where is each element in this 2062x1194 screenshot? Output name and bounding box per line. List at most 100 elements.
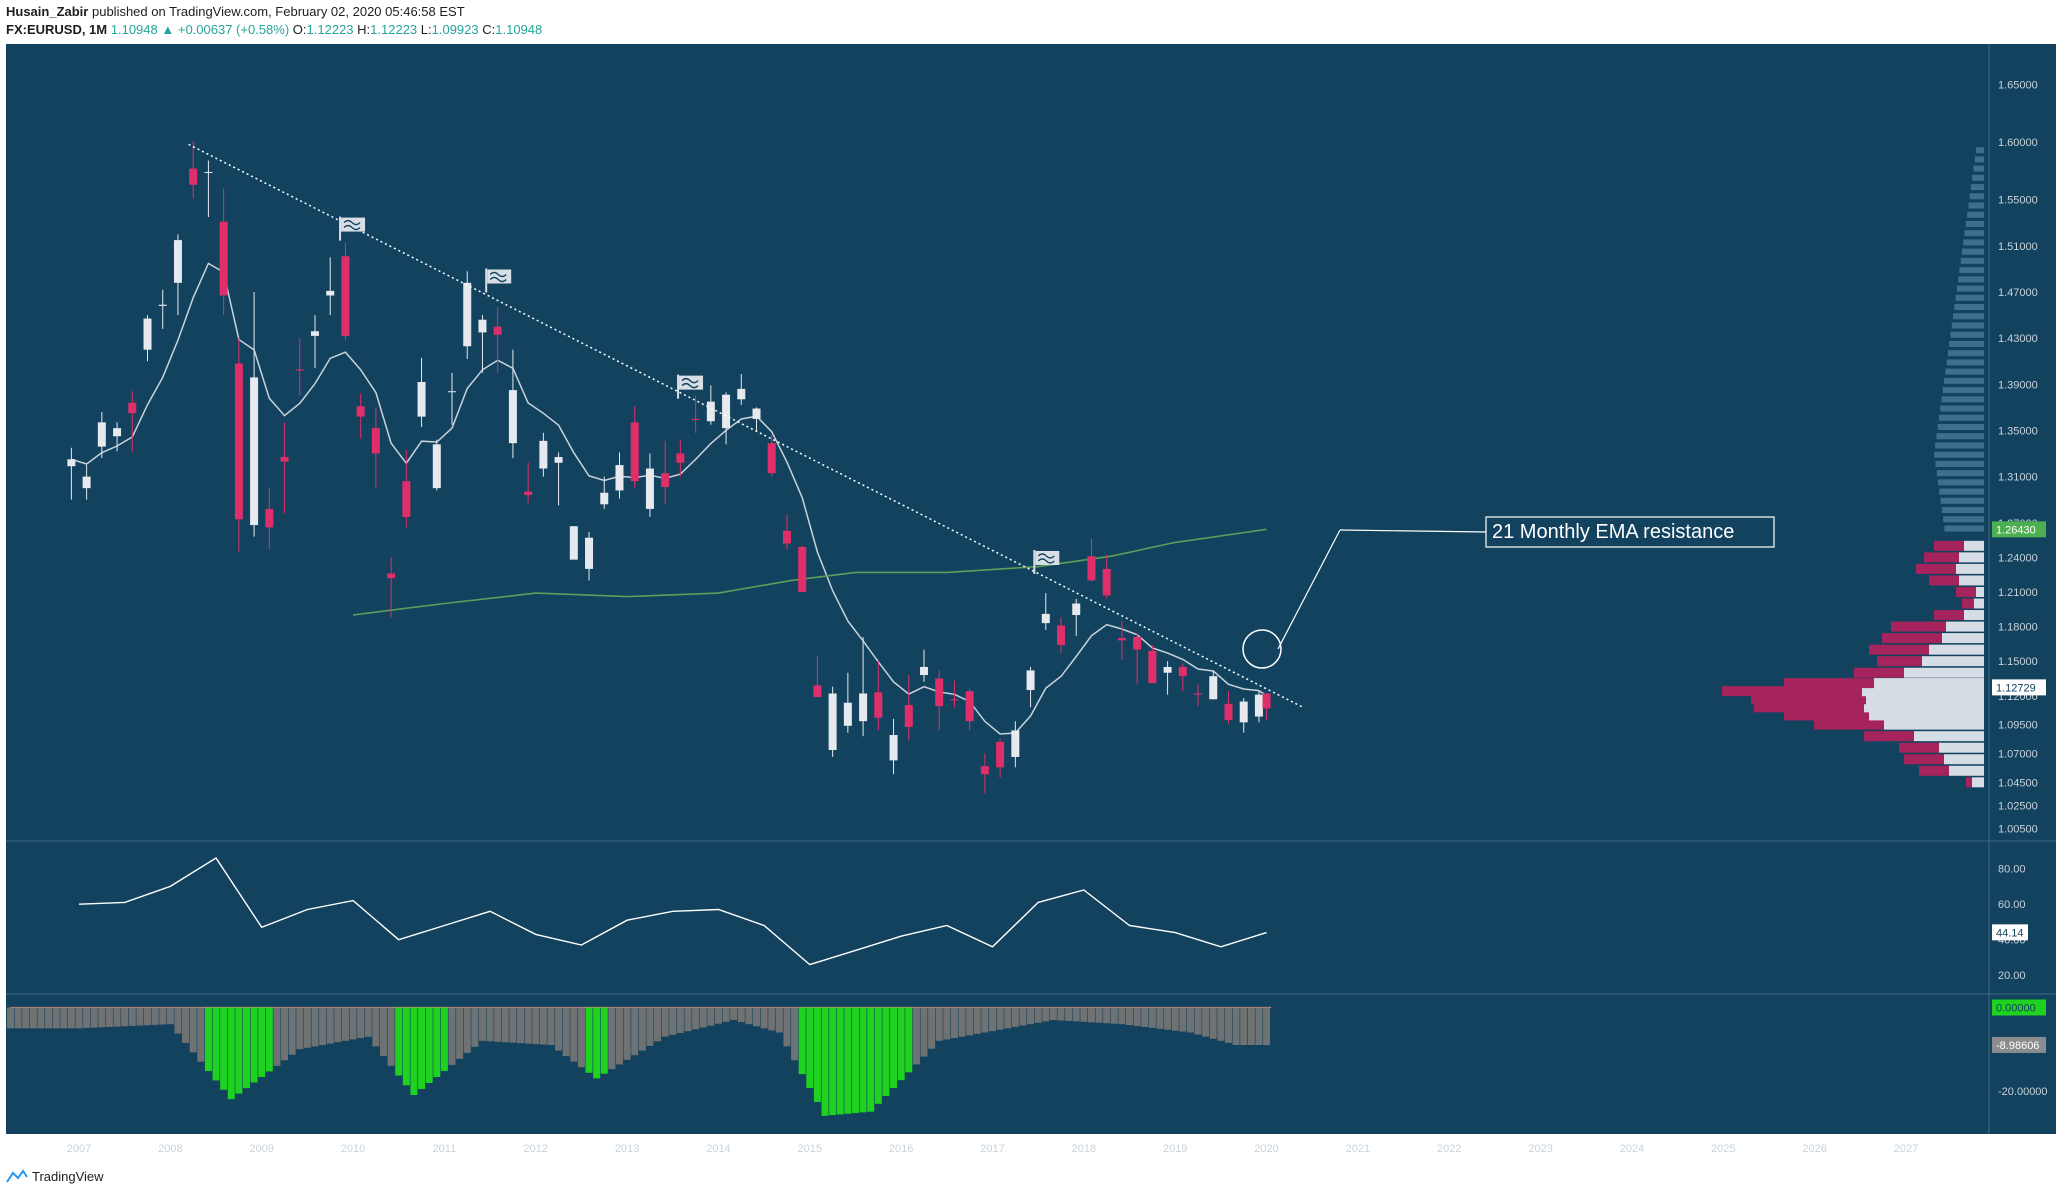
candle-body — [859, 693, 868, 722]
osc-bar — [722, 1007, 730, 1022]
osc-bar — [1004, 1007, 1012, 1029]
candle-body — [828, 693, 837, 751]
osc-bar — [1186, 1007, 1194, 1033]
volume-profile-down-bar — [1962, 598, 1974, 609]
low-label: L: — [420, 22, 432, 37]
price-tick-label: 1.18000 — [1998, 622, 2038, 634]
osc-bar — [303, 1007, 311, 1048]
rsi-tick-label: 60.00 — [1998, 899, 2026, 911]
osc-bar — [1194, 1007, 1202, 1035]
osc-bar — [128, 1007, 136, 1026]
volume-profile-down-bar — [1754, 702, 1864, 713]
osc-bar — [577, 1007, 585, 1068]
candle-body — [67, 459, 76, 467]
flag-icon[interactable] — [1033, 549, 1060, 574]
osc-bar — [547, 1007, 555, 1045]
osc-bar — [380, 1007, 387, 1057]
volume-profile-faded-bar — [1935, 442, 1984, 449]
osc-bar — [22, 1007, 30, 1029]
volume-profile-down-bar — [1784, 710, 1869, 721]
volume-profile-up-bar — [1942, 633, 1984, 644]
candle-body — [204, 172, 213, 174]
oscillator-pane — [6, 1006, 1272, 1116]
osc-bar — [1057, 1007, 1065, 1021]
osc-bar — [897, 1007, 905, 1081]
price-tick-label: 1.02500 — [1998, 800, 2038, 812]
osc-bar — [509, 1007, 517, 1043]
volume-profile-up-bar — [1904, 667, 1984, 678]
osc-bar — [341, 1007, 349, 1041]
volume-profile-faded-bar — [1967, 211, 1984, 218]
annotation-box[interactable] — [1485, 516, 1775, 548]
flag-icon[interactable] — [485, 268, 512, 293]
osc-bar — [395, 1007, 403, 1076]
osc-bar — [1141, 1007, 1149, 1027]
candle-body — [661, 473, 670, 487]
osc-bar — [775, 1007, 783, 1033]
candle-body — [250, 377, 259, 526]
volume-profile-faded-bar — [1944, 377, 1984, 384]
candle-body — [341, 256, 350, 336]
candle-body — [935, 678, 944, 707]
volume-profile-faded-bar — [1964, 230, 1984, 237]
osc-bar — [745, 1007, 753, 1025]
flag-icon[interactable] — [677, 374, 704, 399]
rsi-pane — [78, 857, 1267, 966]
candle-body — [234, 363, 243, 520]
volume-profile-down-bar — [1899, 742, 1939, 753]
footer-brand[interactable]: TradingView — [32, 1168, 104, 1184]
candle-body — [295, 369, 304, 371]
volume-profile-down-bar — [1891, 621, 1946, 632]
chart-canvas[interactable]: 21 Monthly EMA resistance 1.65000 1.60000… — [0, 40, 2062, 1160]
osc-bar — [501, 1007, 509, 1043]
osc-bar — [806, 1007, 814, 1089]
osc-bar — [1171, 1007, 1179, 1031]
tradingview-logo-icon — [6, 1169, 28, 1183]
volume-profile-up-bar — [1939, 742, 1984, 753]
volume-profile-faded-bar — [1973, 165, 1984, 172]
year-tick-label: 2022 — [1437, 1143, 1461, 1155]
osc-bar — [182, 1007, 190, 1043]
candle-body — [569, 526, 578, 560]
osc-bar — [836, 1007, 844, 1115]
candle-body — [1178, 666, 1187, 677]
candle-body — [904, 705, 913, 727]
chart-header: Husain_Zabir published on TradingView.co… — [6, 3, 2056, 39]
osc-zero-label: 0.00000 — [1996, 1003, 2036, 1015]
volume-profile-up-bar — [1972, 777, 1984, 788]
osc-bar — [486, 1007, 494, 1042]
osc-bar — [593, 1007, 601, 1079]
osc-bar — [562, 1007, 570, 1057]
osc-bar — [730, 1007, 738, 1020]
author-name[interactable]: Husain_Zabir — [6, 4, 89, 19]
volume-profile-down-bar — [1904, 754, 1944, 765]
osc-bar — [1080, 1007, 1088, 1022]
volume-profile-down-bar — [1784, 678, 1874, 689]
osc-bar — [973, 1007, 981, 1034]
price-tick-label: 1.43000 — [1998, 333, 2038, 345]
volume-profile-down-bar — [1956, 586, 1976, 597]
candle-body — [265, 508, 274, 528]
flag-icon[interactable] — [339, 216, 366, 241]
volume-profile-up-bar — [1914, 731, 1984, 742]
osc-bar — [174, 1007, 182, 1034]
osc-bar — [791, 1007, 799, 1061]
candle-body — [310, 331, 319, 336]
volume-profile-up-bar — [1944, 754, 1984, 765]
price-tick-label: 1.21000 — [1998, 587, 2038, 599]
rsi-last-bg — [1992, 924, 2028, 941]
year-tick-label: 2017 — [980, 1143, 1004, 1155]
osc-bar — [235, 1007, 243, 1094]
year-tick-label: 2020 — [1254, 1143, 1278, 1155]
year-tick-label: 2007 — [67, 1143, 91, 1155]
osc-bar — [1019, 1007, 1027, 1026]
volume-profile-faded-bar — [1936, 470, 1984, 477]
sma200-price-label: 1.26430 — [1996, 524, 2036, 536]
osc-bar — [159, 1007, 167, 1025]
volume-profile-down-bar — [1934, 610, 1964, 621]
volume-profile-up-bar — [1869, 710, 1984, 721]
open-value: 1.12223 — [306, 22, 354, 37]
candle-body — [889, 735, 898, 761]
osc-bar — [478, 1007, 486, 1041]
volume-profile-faded-bar — [1963, 239, 1984, 246]
